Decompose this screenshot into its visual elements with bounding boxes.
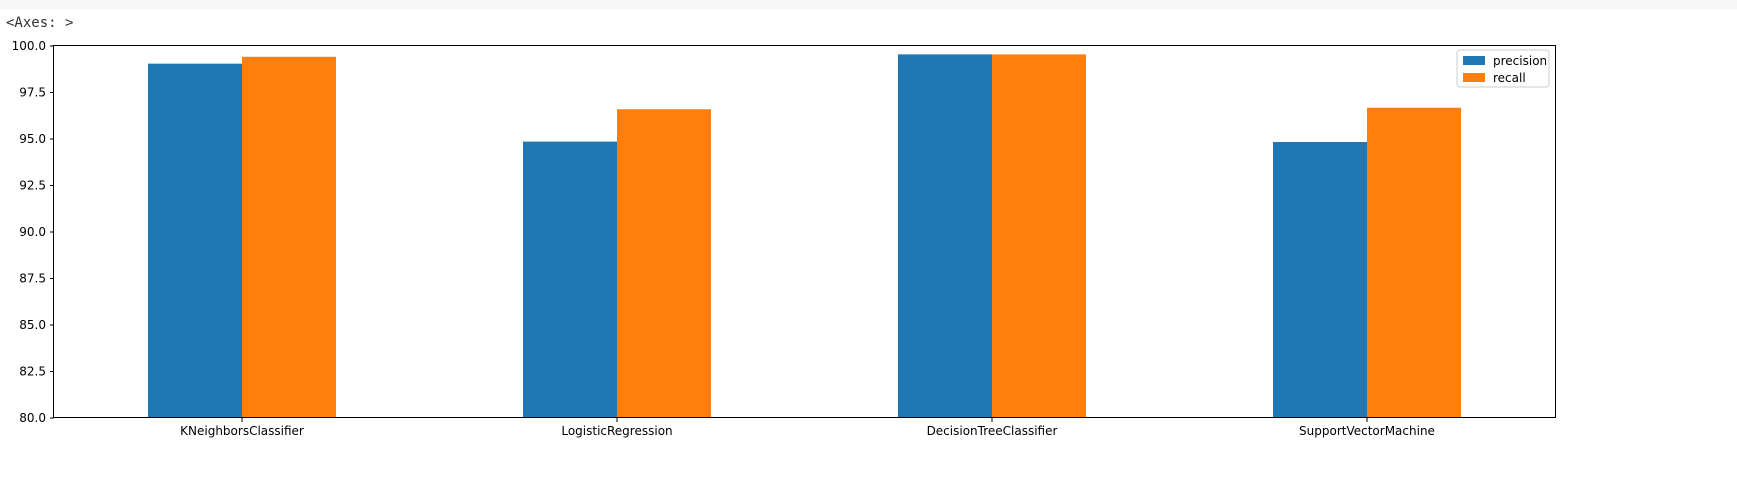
y-axis: 80.0 82.5 85.0 87.5 90.0 92.5 95.0 97.5 100.0	[12, 39, 54, 425]
y-tick-label: 92.5	[19, 179, 46, 193]
y-tick-label: 87.5	[19, 272, 46, 286]
bars-layer	[148, 54, 1461, 419]
bar-precision-KNeighborsClassifier	[148, 63, 242, 419]
x-tick-label: SupportVectorMachine	[1299, 424, 1435, 438]
y-tick-label: 90.0	[19, 225, 46, 239]
x-axis: KNeighborsClassifier LogisticRegression De…	[180, 418, 1435, 438]
bar-recall-LogisticRegression	[617, 109, 711, 419]
x-tick-label: DecisionTreeClassifier	[927, 424, 1058, 438]
y-tick-label: 100.0	[12, 39, 46, 53]
bar-precision-DecisionTreeClassifier	[898, 54, 992, 419]
output-cell-top-strip	[0, 0, 1737, 10]
y-tick-label: 85.0	[19, 318, 46, 332]
y-tick-label: 82.5	[19, 365, 46, 379]
legend: precision recall	[1456, 49, 1550, 88]
bar-recall-DecisionTreeClassifier	[992, 54, 1086, 419]
bar-recall-KNeighborsClassifier	[242, 56, 336, 419]
bar-recall-SupportVectorMachine	[1367, 107, 1461, 418]
axes-repr-text: <Axes: >	[6, 15, 74, 31]
y-tick-label: 80.0	[19, 411, 46, 425]
bar-precision-LogisticRegression	[523, 141, 617, 418]
y-tick-label: 97.5	[19, 86, 46, 100]
y-tick-label: 95.0	[19, 132, 46, 146]
bar-precision-SupportVectorMachine	[1273, 141, 1367, 418]
legend-label-precision: precision	[1493, 54, 1547, 68]
legend-swatch-recall	[1463, 73, 1485, 82]
x-tick-label: LogisticRegression	[561, 424, 672, 438]
legend-swatch-precision	[1463, 56, 1485, 65]
x-tick-label: KNeighborsClassifier	[180, 424, 304, 438]
legend-label-recall: recall	[1493, 71, 1526, 85]
